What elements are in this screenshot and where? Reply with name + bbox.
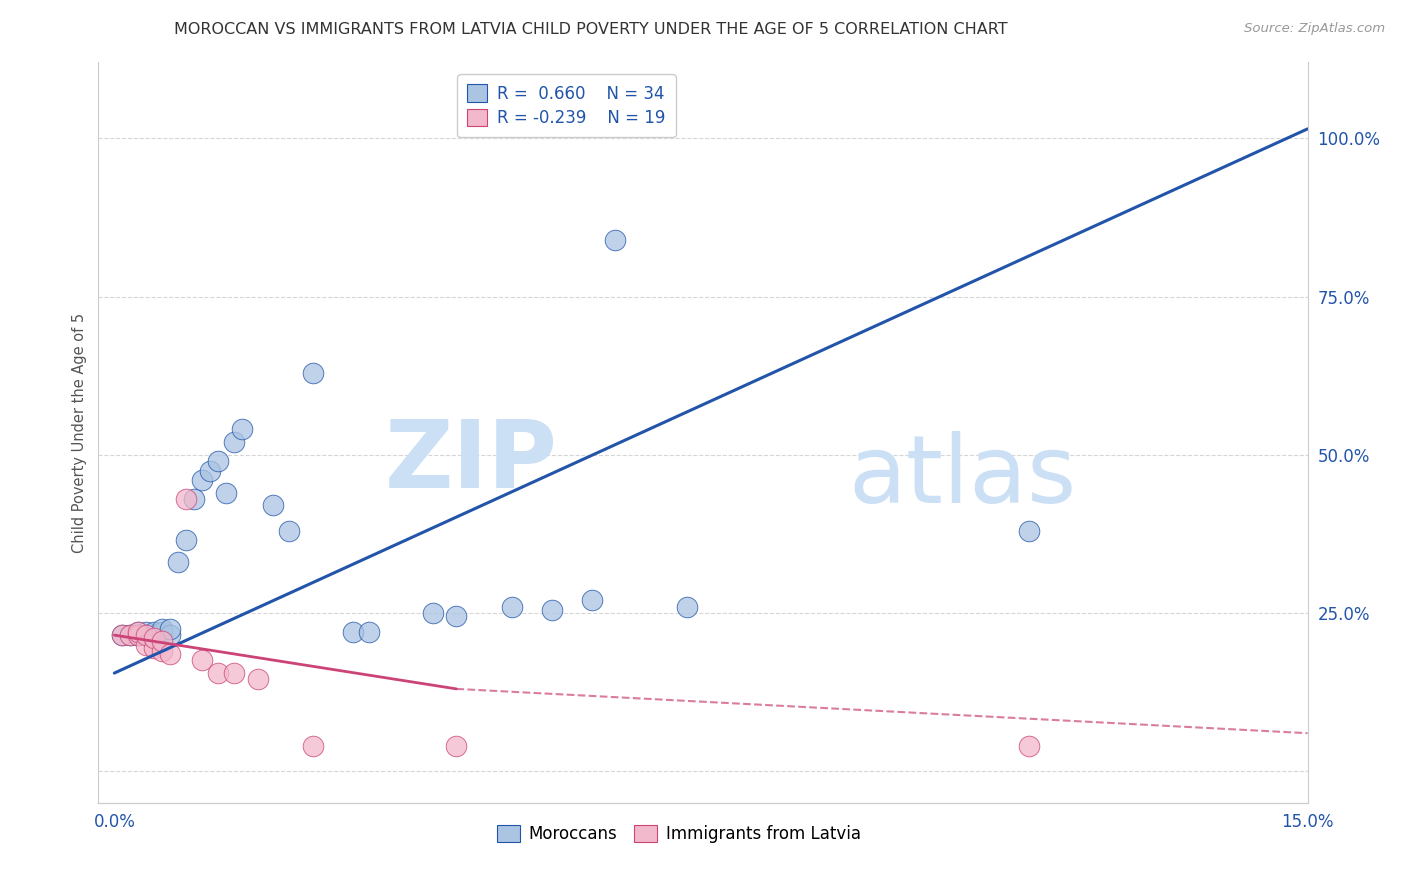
Point [135,628,157,642]
Point [540,603,562,617]
Point [120,628,142,642]
Point [143,632,166,646]
Point [302,366,325,380]
Text: Source: ZipAtlas.com: Source: ZipAtlas.com [1244,22,1385,36]
Point [159,628,181,642]
Point [127,624,149,639]
Point [174,533,197,548]
Point [222,435,245,450]
Point [183,491,205,506]
Point [215,485,238,500]
Point [1018,524,1040,538]
Point [207,454,229,468]
Point [111,628,134,642]
Legend: Moroccans, Immigrants from Latvia: Moroccans, Immigrants from Latvia [491,819,868,850]
Point [1018,739,1040,753]
Point [207,666,229,681]
Point [143,624,166,639]
Point [150,624,173,639]
Point [135,628,157,642]
Point [246,673,269,687]
Y-axis label: Child Poverty Under the Age of 5: Child Poverty Under the Age of 5 [72,312,87,553]
Point [167,555,190,569]
Point [143,640,166,655]
Point [143,628,166,642]
Point [222,666,245,681]
Point [262,499,284,513]
Point [135,624,157,639]
Point [150,644,173,658]
Point [150,634,173,648]
Point [231,422,253,436]
Point [127,628,149,642]
Point [191,653,214,667]
Point [676,599,699,614]
Point [191,473,214,487]
Point [159,647,181,661]
Point [135,638,157,652]
Point [159,622,181,636]
Point [127,628,149,642]
Text: MOROCCAN VS IMMIGRANTS FROM LATVIA CHILD POVERTY UNDER THE AGE OF 5 CORRELATION : MOROCCAN VS IMMIGRANTS FROM LATVIA CHILD… [174,22,1007,37]
Point [127,624,149,639]
Point [174,491,197,506]
Point [581,593,603,607]
Point [605,233,627,247]
Point [278,524,301,538]
Point [302,739,325,753]
Point [150,622,173,636]
Text: atlas: atlas [848,431,1077,523]
Text: ZIP: ZIP [385,417,558,508]
Point [342,624,364,639]
Point [422,606,444,620]
Point [120,628,142,642]
Point [111,628,134,642]
Point [198,464,221,478]
Point [446,609,468,624]
Point [501,599,523,614]
Point [357,624,380,639]
Point [446,739,468,753]
